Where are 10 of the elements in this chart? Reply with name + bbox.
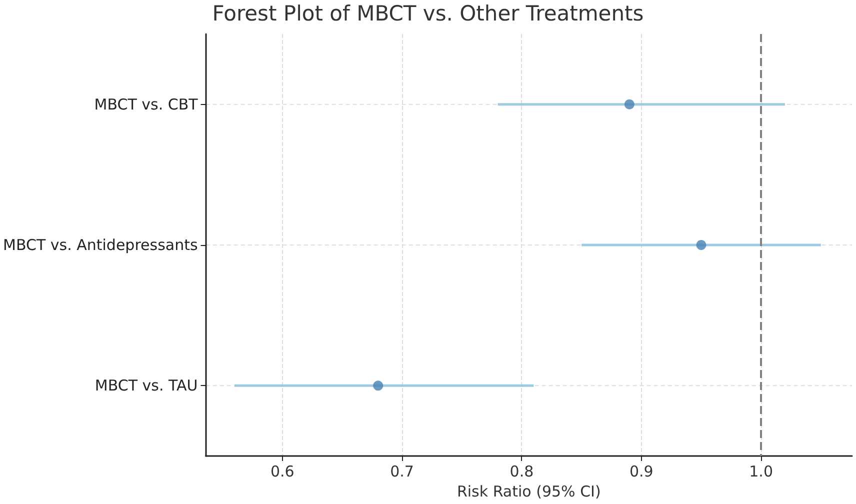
x-tick-label: 0.6 <box>270 462 294 480</box>
y-tick-label: MBCT vs. TAU <box>94 376 198 395</box>
y-tick-label: MBCT vs. Antidepressants <box>3 236 198 254</box>
y-tick-label: MBCT vs. CBT <box>94 95 199 114</box>
x-axis-title: Risk Ratio (95% CI) <box>456 482 601 500</box>
chart-title: Forest Plot of MBCT vs. Other Treatments <box>212 2 644 26</box>
x-tick-label: 0.7 <box>390 462 414 480</box>
x-tick-label: 1.0 <box>749 462 773 480</box>
x-tick-label: 0.8 <box>510 462 534 480</box>
x-tick-label: 0.9 <box>629 462 654 480</box>
